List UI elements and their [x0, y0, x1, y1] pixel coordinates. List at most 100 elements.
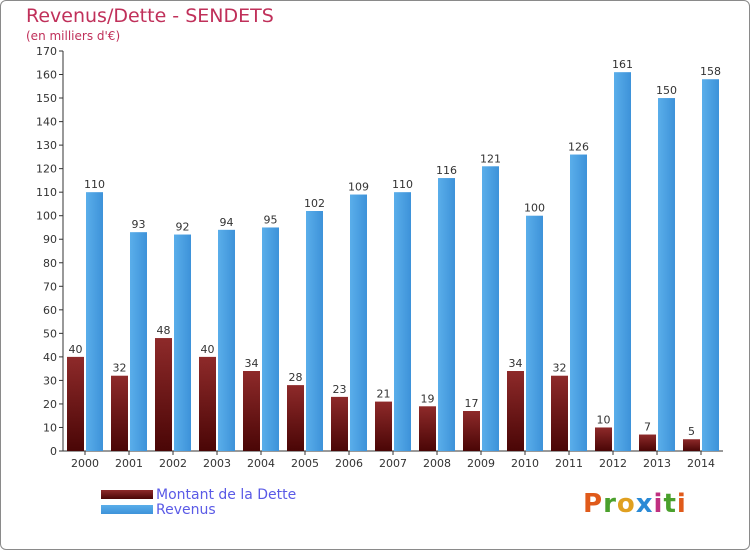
bar-revenus [86, 192, 103, 452]
bar-revenus [614, 72, 631, 452]
data-label: 109 [348, 181, 369, 194]
y-tick-label: 120 [36, 163, 57, 176]
y-tick-label: 160 [36, 69, 57, 82]
bar-dette [375, 401, 392, 451]
x-tick-label: 2000 [71, 457, 99, 470]
legend-label-dette: Montant de la Dette [156, 487, 297, 503]
bar-revenus [130, 232, 147, 451]
data-label: 158 [700, 65, 721, 78]
data-label: 17 [465, 397, 479, 410]
x-tick-label: 2012 [599, 457, 627, 470]
y-tick-label: 30 [43, 374, 57, 387]
bar-revenus [306, 211, 323, 451]
x-tick-label: 2014 [687, 457, 715, 470]
data-label: 48 [157, 324, 171, 337]
y-tick-label: 170 [36, 45, 57, 58]
y-tick-label: 150 [36, 92, 57, 105]
data-label: 161 [612, 58, 633, 71]
x-tick-label: 2005 [291, 457, 319, 470]
data-label: 100 [524, 202, 545, 215]
bar-dette [419, 406, 436, 451]
bar-revenus [218, 229, 235, 451]
legend-label-revenus: Revenus [156, 502, 216, 518]
y-tick-label: 90 [43, 233, 57, 246]
y-tick-label: 100 [36, 210, 57, 223]
x-tick-label: 2007 [379, 457, 407, 470]
data-label: 19 [421, 392, 435, 405]
bar-revenus [658, 98, 675, 451]
legend-swatch-revenus [101, 505, 153, 514]
x-tick-label: 2009 [467, 457, 495, 470]
bar-revenus [438, 178, 455, 451]
data-label: 7 [644, 421, 651, 434]
bar-dette [683, 439, 700, 451]
data-label: 150 [656, 84, 677, 97]
x-tick-label: 2011 [555, 457, 583, 470]
data-label: 21 [377, 388, 391, 401]
data-label: 28 [289, 371, 303, 384]
x-tick-label: 2001 [115, 457, 143, 470]
data-label: 94 [220, 216, 234, 229]
x-tick-label: 2013 [643, 457, 671, 470]
bar-revenus [350, 194, 367, 451]
bar-revenus [482, 166, 499, 451]
data-label: 121 [480, 152, 501, 165]
x-tick-label: 2003 [203, 457, 231, 470]
x-tick-label: 2004 [247, 457, 275, 470]
bar-dette [595, 427, 612, 451]
data-label: 110 [84, 178, 105, 191]
y-tick-label: 0 [50, 445, 57, 458]
data-label: 10 [597, 413, 611, 426]
bar-dette [463, 411, 480, 451]
data-label: 116 [436, 164, 457, 177]
y-tick-label: 20 [43, 398, 57, 411]
bar-dette [243, 371, 260, 451]
bar-dette [155, 338, 172, 451]
bar-revenus [174, 234, 191, 451]
data-label: 110 [392, 178, 413, 191]
x-tick-label: 2010 [511, 457, 539, 470]
bar-dette [507, 371, 524, 451]
bar-revenus [262, 227, 279, 451]
y-tick-label: 40 [43, 351, 57, 364]
bar-dette [67, 356, 84, 451]
bar-dette [551, 375, 568, 451]
axes: 0 10 20 30 40 50 60 70 80 90 100 110 120 130 140 150 160… [36, 45, 723, 470]
y-tick-label: 60 [43, 304, 57, 317]
bar-revenus [570, 154, 587, 451]
bar-dette [639, 434, 656, 451]
y-tick-label: 140 [36, 116, 57, 129]
bar-dette [287, 385, 304, 451]
proxiti-logo: Proxiti [583, 489, 687, 519]
data-label: 34 [245, 357, 259, 370]
bar-revenus [394, 192, 411, 452]
data-label: 95 [264, 213, 278, 226]
data-label: 34 [509, 357, 523, 370]
bar-dette [199, 356, 216, 451]
y-tick-label: 130 [36, 139, 57, 152]
bar-revenus [702, 79, 719, 451]
data-labels: 40 32 48 40 34 28 23 21 19 17 34 32 10 7 5 110 93 92 94 95 1… [69, 58, 722, 438]
data-label: 5 [688, 425, 695, 438]
bar-dette [111, 375, 128, 451]
x-tick-label: 2006 [335, 457, 363, 470]
y-tick-label: 80 [43, 257, 57, 270]
data-label: 126 [568, 141, 589, 154]
data-label: 102 [304, 197, 325, 210]
chart-title: Revenus/Dette - SENDETS [26, 5, 274, 27]
bar-dette [331, 396, 348, 451]
y-tick-label: 110 [36, 186, 57, 199]
data-label: 92 [176, 221, 190, 234]
bars [67, 72, 719, 452]
y-tick-label: 10 [43, 421, 57, 434]
y-tick-label: 70 [43, 280, 57, 293]
data-label: 32 [553, 362, 567, 375]
bar-revenus [526, 215, 543, 451]
y-tick-label: 50 [43, 327, 57, 340]
data-label: 23 [333, 383, 347, 396]
data-label: 40 [201, 343, 215, 356]
x-tick-label: 2008 [423, 457, 451, 470]
data-label: 32 [113, 362, 127, 375]
